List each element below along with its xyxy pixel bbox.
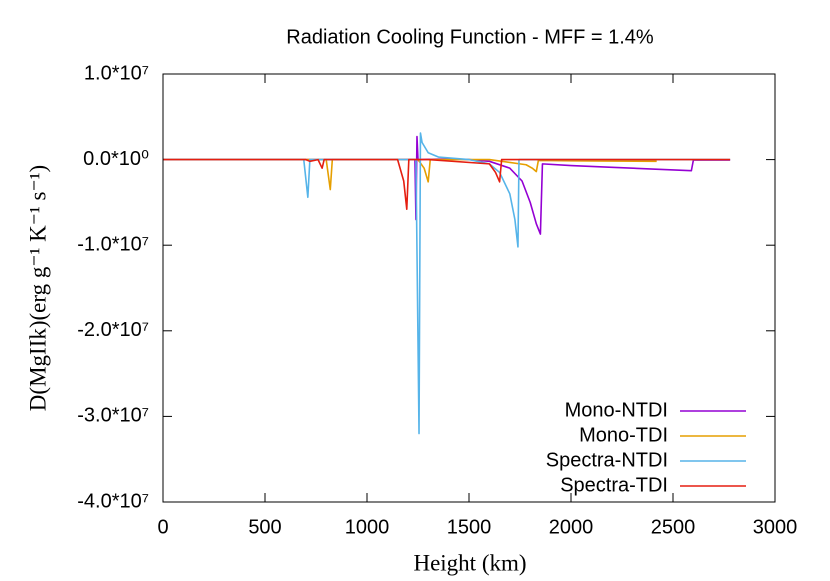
- y-tick-label: -1.0*10⁷: [77, 233, 149, 255]
- y-axis-label: D(MgIIk)(erg g⁻¹ K⁻¹ s⁻¹): [25, 165, 50, 411]
- series-line: [163, 135, 731, 235]
- y-tick-label: -3.0*10⁷: [77, 405, 149, 427]
- legend-label: Spectra-NTDI: [546, 449, 668, 471]
- x-tick-label: 1500: [447, 516, 492, 538]
- chart-title: Radiation Cooling Function - MFF = 1.4%: [286, 26, 654, 48]
- series-line: [163, 158, 731, 211]
- legend-label: Mono-TDI: [579, 424, 668, 446]
- x-tick-label: 1000: [345, 516, 390, 538]
- series-line: [163, 132, 731, 435]
- y-tick-label: 1.0*10⁷: [84, 62, 149, 84]
- legend-label: Mono-NTDI: [565, 399, 668, 421]
- plot-border: [162, 73, 776, 503]
- x-tick-label: 2500: [651, 516, 696, 538]
- x-axis-label: Height (km): [413, 550, 526, 575]
- series-line: [163, 158, 657, 191]
- y-tick-label: -4.0*10⁷: [77, 490, 149, 512]
- legend-label: Spectra-TDI: [560, 474, 668, 496]
- x-tick-label: 2000: [549, 516, 594, 538]
- x-tick-label: 0: [157, 516, 168, 538]
- x-tick-label: 3000: [753, 516, 798, 538]
- y-tick-label: -2.0*10⁷: [77, 319, 149, 341]
- x-tick-label: 500: [248, 516, 281, 538]
- y-tick-label: 0.0*10⁰: [83, 148, 149, 170]
